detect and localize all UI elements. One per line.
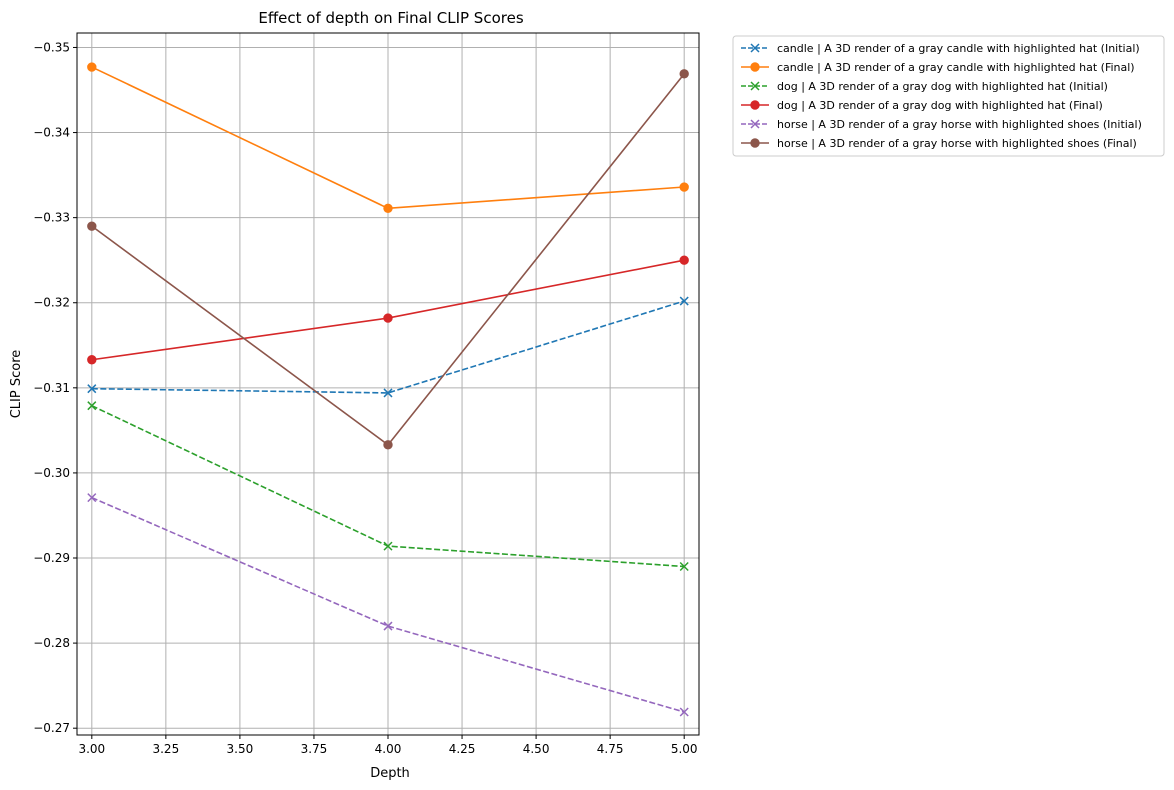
- x-tick-label: 4.25: [449, 742, 476, 756]
- series-2-point: [679, 561, 689, 572]
- series-1-point: [87, 62, 97, 72]
- series-5-point: [383, 440, 393, 450]
- series-line-0: [91, 300, 685, 394]
- legend-entry-1: candle | A 3D render of a gray candle wi…: [777, 61, 1135, 74]
- x-tick-label: 4.75: [597, 742, 624, 756]
- legend-entry-0: candle | A 3D render of a gray candle wi…: [777, 42, 1140, 55]
- y-tick-label: −0.30: [33, 466, 70, 480]
- legend-marker-2: [750, 81, 760, 91]
- x-tick-label: 3.00: [78, 742, 105, 756]
- series-line-4: [91, 496, 685, 713]
- x-axis-label: Depth: [370, 766, 410, 781]
- y-tick-label: −0.29: [33, 551, 70, 565]
- series-1-point: [679, 182, 689, 192]
- x-tick-label: 5.00: [671, 742, 698, 756]
- x-tick-label: 3.50: [227, 742, 254, 756]
- x-tick-label: 3.25: [152, 742, 179, 756]
- series-2-point: [383, 541, 393, 551]
- chart-title: Effect of depth on Final CLIP Scores: [258, 9, 523, 27]
- y-tick-label: −0.28: [33, 636, 70, 650]
- y-tick-label: −0.35: [33, 40, 70, 54]
- series-1-point: [383, 203, 393, 213]
- series-3-point: [87, 355, 97, 365]
- y-axis-label: CLIP Score: [9, 350, 24, 419]
- legend-marker-1: [750, 62, 760, 72]
- series-2-point: [87, 401, 97, 411]
- legend-entry-2: dog | A 3D render of a gray dog with hig…: [777, 80, 1108, 93]
- series-0-point: [383, 388, 393, 398]
- series-5-point: [679, 69, 689, 79]
- y-tick-label: −0.32: [33, 296, 70, 310]
- series-4-point: [87, 493, 97, 503]
- legend-marker-5: [750, 138, 760, 148]
- y-axis-ticks: −0.35 −0.34 −0.33 −0.32 −0.31 −0.30 −0.29 −0.28…: [33, 40, 77, 735]
- grid-lines: [77, 33, 699, 735]
- legend: candle | A 3D render of a gray candle wi…: [732, 35, 1165, 157]
- series-3-point: [679, 255, 689, 265]
- legend-marker-3: [750, 100, 760, 110]
- series-0-point: [679, 296, 689, 306]
- x-tick-label: 4.00: [375, 742, 402, 756]
- y-tick-label: −0.33: [33, 211, 70, 225]
- legend-box: [732, 35, 1165, 157]
- series-markers: [87, 62, 689, 717]
- series-5-point: [87, 221, 97, 231]
- series-4-point: [679, 707, 689, 717]
- legend-entry-5: horse | A 3D render of a gray horse with…: [777, 137, 1137, 150]
- y-tick-label: −0.34: [33, 126, 70, 140]
- legend-marker-0: [750, 43, 760, 53]
- legend-entry-3: dog | A 3D render of a gray dog with hig…: [777, 99, 1103, 112]
- x-tick-label: 3.75: [301, 742, 328, 756]
- x-tick-label: 4.50: [523, 742, 550, 756]
- series-3-point: [383, 313, 393, 323]
- y-tick-label: −0.27: [33, 721, 70, 735]
- legend-marker-4: [750, 119, 760, 129]
- series-4-point: [383, 621, 393, 631]
- x-axis-ticks: 3.00 3.25 3.50 3.75 4.00 4.25 4.50 4.75 5.00: [78, 735, 698, 756]
- y-tick-label: −0.31: [33, 381, 70, 395]
- series-0-point: [87, 384, 97, 394]
- legend-entry-4: horse | A 3D render of a gray horse with…: [777, 118, 1142, 131]
